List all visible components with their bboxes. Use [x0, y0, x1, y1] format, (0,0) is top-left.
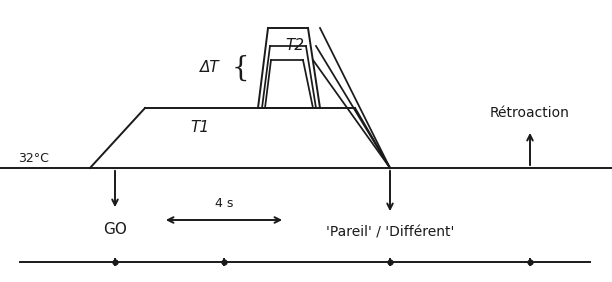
Text: {: { — [231, 54, 249, 81]
Text: 4 s: 4 s — [215, 197, 233, 210]
Text: 'Pareil' / 'Différent': 'Pareil' / 'Différent' — [326, 226, 454, 240]
Text: GO: GO — [103, 222, 127, 237]
Text: T2: T2 — [285, 39, 305, 54]
Text: T1: T1 — [190, 120, 209, 135]
Text: Rétroaction: Rétroaction — [490, 106, 570, 120]
Text: ΔT: ΔT — [200, 61, 220, 76]
Text: 32°C: 32°C — [18, 151, 49, 164]
